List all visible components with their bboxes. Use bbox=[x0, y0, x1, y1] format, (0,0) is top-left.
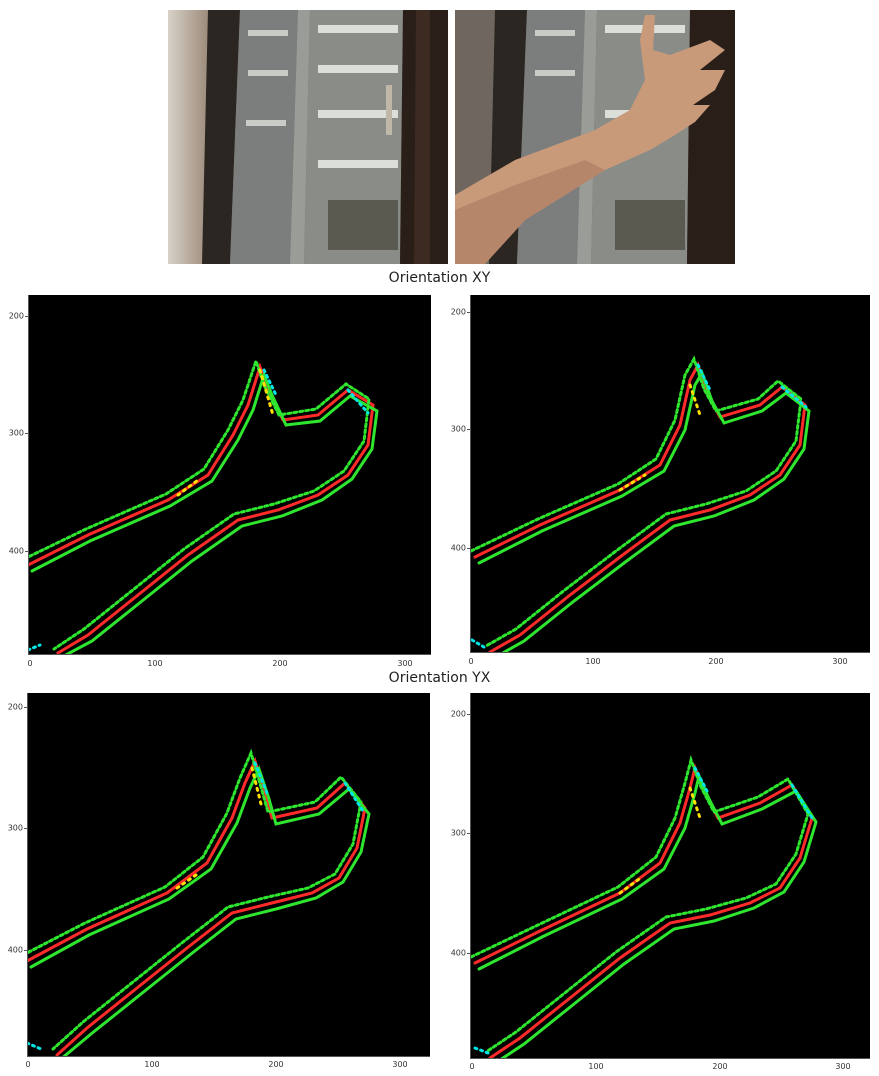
plot-image bbox=[28, 295, 431, 654]
x-tick-label: 100 bbox=[144, 1060, 160, 1069]
y-tick-mark bbox=[467, 953, 470, 954]
y-tick-label: 300 bbox=[450, 424, 466, 434]
x-tick-label: 300 bbox=[397, 659, 413, 668]
y-tick-mark bbox=[25, 316, 28, 317]
y-axis bbox=[27, 693, 28, 1056]
x-tick-label: 0 bbox=[27, 659, 33, 668]
y-tick-mark bbox=[24, 707, 27, 708]
y-tick-mark bbox=[467, 714, 470, 715]
x-axis bbox=[470, 652, 870, 653]
y-tick-label: 200 bbox=[8, 311, 24, 321]
section-title-yx: Orientation YX bbox=[388, 670, 491, 686]
x-tick-label: 300 bbox=[392, 1060, 408, 1069]
y-tick-label: 200 bbox=[7, 702, 23, 712]
y-axis bbox=[28, 295, 29, 654]
window-photo bbox=[168, 10, 448, 264]
x-tick-label: 0 bbox=[25, 1060, 31, 1069]
y-tick-mark bbox=[25, 433, 28, 434]
y-tick-mark bbox=[24, 950, 27, 951]
y-axis bbox=[470, 693, 471, 1058]
y-tick-label: 400 bbox=[8, 546, 24, 556]
y-tick-mark bbox=[467, 429, 470, 430]
y-tick-label: 300 bbox=[8, 428, 24, 438]
x-tick-label: 0 bbox=[468, 657, 474, 666]
hand-photo bbox=[455, 10, 735, 264]
x-tick-label: 100 bbox=[588, 1062, 604, 1071]
x-tick-label: 200 bbox=[272, 659, 288, 668]
x-tick-label: 300 bbox=[832, 657, 848, 666]
x-tick-label: 200 bbox=[268, 1060, 284, 1069]
x-tick-label: 0 bbox=[469, 1062, 475, 1071]
x-tick-label: 100 bbox=[147, 659, 163, 668]
x-tick-label: 200 bbox=[708, 657, 724, 666]
x-axis bbox=[27, 1056, 430, 1057]
y-tick-label: 200 bbox=[450, 307, 466, 317]
x-axis bbox=[28, 654, 431, 655]
y-tick-label: 200 bbox=[450, 709, 466, 719]
y-tick-mark bbox=[467, 548, 470, 549]
y-tick-label: 400 bbox=[450, 948, 466, 958]
plot-image bbox=[470, 693, 870, 1058]
x-tick-label: 300 bbox=[835, 1062, 851, 1071]
y-tick-mark bbox=[24, 828, 27, 829]
y-tick-label: 400 bbox=[450, 543, 466, 553]
y-tick-mark bbox=[467, 312, 470, 313]
y-tick-label: 300 bbox=[450, 828, 466, 838]
y-axis bbox=[470, 295, 471, 652]
y-tick-label: 300 bbox=[7, 823, 23, 833]
plot-image bbox=[27, 693, 430, 1056]
x-axis bbox=[470, 1058, 870, 1059]
x-tick-label: 100 bbox=[585, 657, 601, 666]
y-tick-mark bbox=[467, 833, 470, 834]
x-tick-label: 200 bbox=[712, 1062, 728, 1071]
y-tick-label: 400 bbox=[7, 945, 23, 955]
y-tick-mark bbox=[25, 551, 28, 552]
section-title-xy: Orientation XY bbox=[388, 270, 491, 286]
plot-image bbox=[470, 295, 870, 652]
